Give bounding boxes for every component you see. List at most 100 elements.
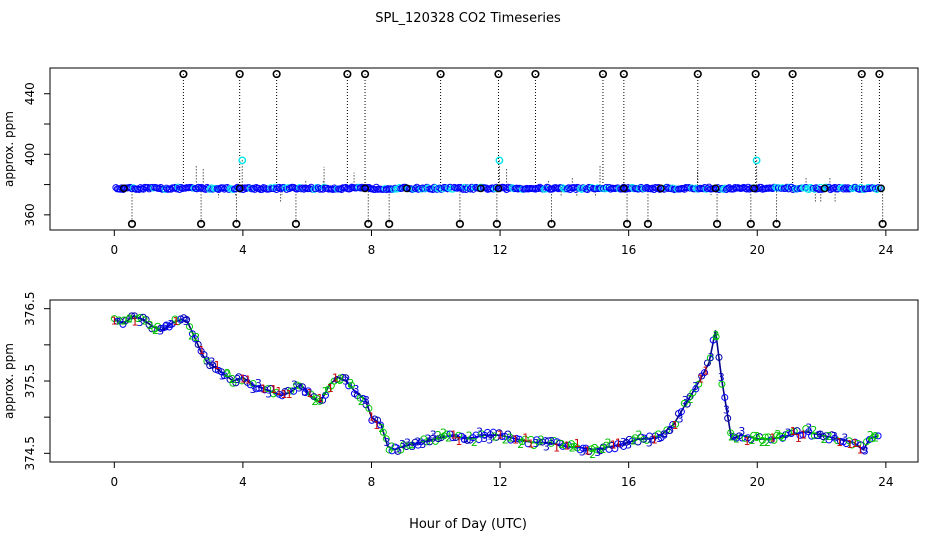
- bottom-point-label: 3: [831, 430, 838, 443]
- bottom-point-label: 1: [795, 432, 802, 445]
- top-x-tick-label: 0: [110, 243, 118, 257]
- bottom-point-label: 1: [173, 315, 180, 328]
- bottom-point-label: 2: [347, 377, 354, 390]
- bottom-point-label: 1: [790, 425, 797, 438]
- bottom-data-point: [113, 317, 121, 325]
- top-x-tick-label: 12: [492, 243, 507, 257]
- bottom-data-point: [677, 408, 685, 416]
- top-plot-frame: [49, 67, 919, 231]
- bottom-data-point: [753, 434, 761, 442]
- bottom-point-label: 3: [682, 394, 689, 407]
- bottom-y-tick-label: 374.5: [23, 436, 37, 470]
- bottom-data-point: [865, 435, 873, 443]
- top-x-tick-label: 24: [878, 243, 893, 257]
- bottom-data-point: [770, 436, 778, 444]
- bottom-point-label: 1: [275, 385, 282, 398]
- bottom-point-label: 3: [383, 436, 390, 449]
- top-x-tick-label: 8: [368, 243, 376, 257]
- bottom-data-point: [249, 380, 257, 388]
- bottom-point-label: 3: [137, 316, 144, 329]
- bottom-point-label: 2: [378, 422, 385, 435]
- bottom-data-point: [449, 434, 457, 442]
- bottom-data-point: [475, 436, 483, 444]
- bottom-y-tick-label: 376.5: [23, 291, 37, 325]
- bottom-point-label: 3: [661, 429, 668, 442]
- bottom-point-label: 2: [440, 426, 447, 439]
- bottom-data-point: [669, 420, 677, 428]
- bottom-point-label: 2: [445, 431, 452, 444]
- bottom-point-label: 3: [291, 379, 298, 392]
- top-high-outlier-point: [272, 69, 281, 79]
- bottom-point-label: 2: [867, 429, 874, 442]
- bottom-data-point: [136, 313, 144, 321]
- top-y-tick-label: 360: [23, 203, 37, 226]
- bottom-data-point: [287, 387, 295, 395]
- bottom-point-label: 3: [656, 432, 663, 445]
- bottom-point-label: 1: [281, 388, 288, 401]
- page-title: SPL_120328 CO2 Timeseries: [375, 11, 561, 26]
- bottom-point-label: 3: [646, 436, 653, 449]
- bottom-data-point: [385, 446, 393, 454]
- top-low-outlier-point: [643, 219, 653, 229]
- bottom-point-label: 1: [317, 392, 324, 405]
- bottom-point-label: 2: [749, 434, 756, 447]
- top-low-outlier-point: [196, 219, 206, 229]
- bottom-data-point: [405, 442, 413, 450]
- bottom-data-point: [871, 431, 879, 439]
- top-high-outlier-point: [751, 69, 760, 79]
- bottom-point-label: 3: [209, 355, 216, 368]
- bottom-x-tick-label: 4: [239, 475, 247, 489]
- x-axis-label: Hour of Day (UTC): [409, 517, 527, 532]
- top-x-tick-label: 20: [750, 243, 765, 257]
- bottom-point-label: 3: [707, 351, 714, 364]
- bottom-point-label: 3: [167, 318, 174, 331]
- bottom-point-label: 2: [517, 438, 524, 451]
- bottom-point-label: 3: [203, 354, 210, 367]
- bottom-point-label: 3: [548, 435, 555, 448]
- bottom-point-label: 3: [533, 437, 540, 450]
- bottom-point-label: 1: [584, 444, 591, 457]
- bottom-point-label: 1: [131, 315, 138, 328]
- bottom-point-label: 1: [615, 437, 622, 450]
- top-low-outlier-point: [492, 219, 501, 229]
- bottom-data-point: [333, 376, 341, 384]
- bottom-point-label: 3: [363, 394, 370, 407]
- bottom-point-label: 1: [743, 435, 750, 448]
- bottom-point-label: 3: [579, 445, 586, 458]
- bottom-data-point: [455, 431, 463, 439]
- bottom-point-label: 3: [677, 412, 684, 425]
- top-y-axis-label: approx. ppm: [2, 111, 16, 187]
- bottom-data-point: [666, 426, 674, 434]
- bottom-point-label: 3: [157, 324, 164, 337]
- bottom-point-label: 2: [589, 448, 596, 461]
- bottom-point-label: 1: [286, 388, 293, 401]
- bottom-point-label: 2: [491, 430, 498, 443]
- bottom-point-label: 3: [250, 383, 257, 396]
- bottom-point-label: 2: [142, 315, 149, 328]
- bottom-point-label: 3: [486, 433, 493, 446]
- bottom-point-label: 2: [687, 393, 694, 406]
- bottom-data-point: [183, 316, 191, 324]
- bottom-point-label: 2: [126, 312, 133, 325]
- bottom-point-label: 2: [635, 428, 642, 441]
- bottom-point-label: 3: [481, 432, 488, 445]
- top-low-outlier-point: [291, 219, 301, 229]
- top-data-point: [783, 183, 791, 191]
- bottom-point-label: 2: [599, 443, 606, 456]
- bottom-point-label: 2: [826, 430, 833, 443]
- bottom-data-point: [562, 442, 570, 450]
- bottom-point-label: 2: [779, 431, 786, 444]
- bottom-data-point: [712, 333, 720, 341]
- bottom-data-point: [298, 383, 306, 391]
- top-low-outlier-point: [712, 219, 722, 229]
- bottom-point-label: 2: [733, 433, 740, 446]
- bottom-data-point: [706, 354, 714, 362]
- bottom-point-label: 2: [569, 441, 576, 454]
- bottom-point-label: 3: [178, 313, 185, 326]
- bottom-point-label: 2: [358, 395, 365, 408]
- bottom-data-point: [348, 381, 356, 389]
- bottom-data-point: [530, 442, 538, 450]
- top-low-outlier-point: [622, 219, 632, 229]
- bottom-point-label: 2: [754, 430, 761, 443]
- bottom-data-point: [593, 446, 601, 454]
